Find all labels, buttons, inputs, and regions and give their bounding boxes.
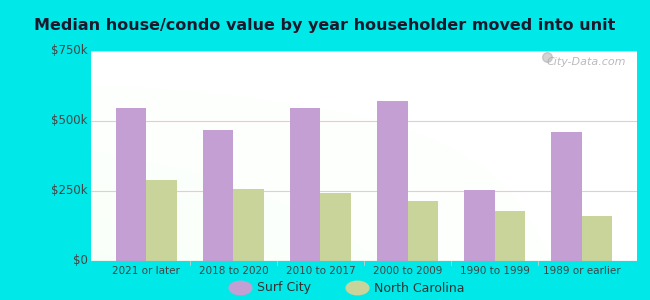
Text: Surf City: Surf City bbox=[257, 281, 311, 295]
Text: $250k: $250k bbox=[51, 184, 88, 197]
Text: North Carolina: North Carolina bbox=[374, 281, 464, 295]
Bar bbox=[290, 108, 320, 261]
Bar bbox=[116, 108, 146, 261]
Text: City-Data.com: City-Data.com bbox=[547, 57, 626, 67]
Text: $500k: $500k bbox=[51, 115, 88, 128]
Bar bbox=[582, 216, 612, 261]
Bar bbox=[146, 180, 177, 261]
Text: Median house/condo value by year householder moved into unit: Median house/condo value by year househo… bbox=[34, 18, 616, 33]
Bar bbox=[464, 190, 495, 261]
Bar bbox=[233, 189, 264, 261]
Bar bbox=[320, 193, 351, 261]
Bar bbox=[377, 101, 408, 261]
Bar bbox=[203, 130, 233, 261]
Text: $0: $0 bbox=[73, 254, 88, 268]
Bar bbox=[495, 211, 525, 261]
Bar bbox=[408, 201, 438, 261]
Text: $750k: $750k bbox=[51, 44, 88, 58]
Bar bbox=[551, 132, 582, 261]
